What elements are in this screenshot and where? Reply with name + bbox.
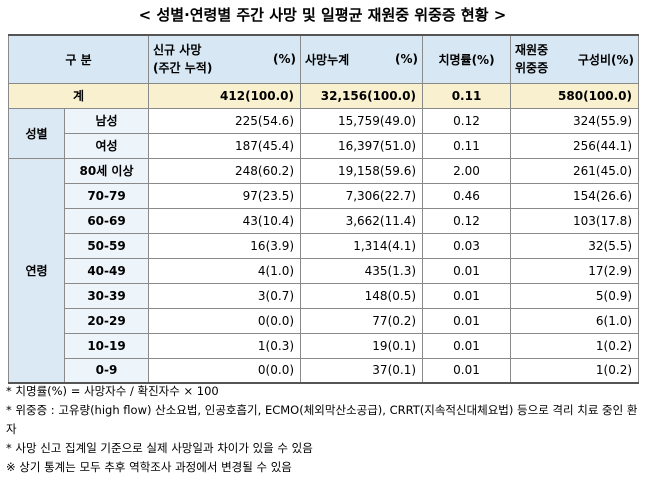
fatality-cell: 0.46 [422,182,512,209]
footnote: * 위중증 : 고유량(high flow) 산소요법, 인공호흡기, ECMO… [6,403,638,436]
table-row: 70-79 97(23.5) 7,306(22.7) 0.46 154(26.6) [9,182,640,209]
fatality-cell: 0.01 [422,257,512,284]
header-new-deaths-pct: (%) [273,52,297,67]
cum-deaths-cell: 16,397(51.0) [300,132,424,159]
row-label: 10-19 [63,332,150,359]
total-fatality: 0.11 [422,82,512,109]
row-label: 남성 [63,107,150,134]
row-label: 20-29 [63,307,150,334]
header-cum-deaths: 사망누계 (%) [300,34,424,84]
new-deaths-cell: 1(0.3) [148,332,302,359]
table-row: 10-19 1(0.3) 19(0.1) 0.01 1(0.2) [9,332,640,359]
fatality-cell: 0.12 [422,207,512,234]
severe-cell: 32(5.5) [510,232,640,259]
cum-deaths-cell: 19,158(59.6) [300,157,424,184]
table-row: 0-9 0(0.0) 37(0.1) 0.01 1(0.2) [9,357,640,384]
cum-deaths-cell: 77(0.2) [300,307,424,334]
severe-cell: 256(44.1) [510,132,640,159]
row-label: 30-39 [63,282,150,309]
cum-deaths-cell: 37(0.1) [300,357,424,384]
header-row: 구 분 신규 사망 (주간 누적) (%) 사망누계 (%) 치명률(%) [7,34,640,84]
new-deaths-cell: 187(45.4) [148,132,302,159]
table-row: 20-29 0(0.0) 77(0.2) 0.01 6(1.0) [9,307,640,334]
table-row: 30-39 3(0.7) 148(0.5) 0.01 5(0.9) [9,282,640,309]
severe-cell: 1(0.2) [510,357,640,384]
new-deaths-cell: 3(0.7) [148,282,302,309]
total-cum-deaths: 32,156(100.0) [300,82,424,109]
cum-deaths-cell: 148(0.5) [300,282,424,309]
new-deaths-cell: 0(0.0) [148,307,302,334]
footnote: ※ 상기 통계는 모두 추후 역학조사 과정에서 변경될 수 있음 [6,460,292,474]
new-deaths-cell: 0(0.0) [148,357,302,384]
severe-cell: 261(45.0) [510,157,640,184]
header-new-deaths-line2: (주간 누적) [153,61,213,76]
table-row: 여성 187(45.4) 16,397(51.0) 0.11 256(44.1) [9,132,640,159]
severe-cell: 17(2.9) [510,257,640,284]
header-new-deaths-line1: 신규 사망 [153,43,202,58]
row-label: 여성 [63,132,150,159]
row-label: 70-79 [63,182,150,209]
severe-cell: 154(26.6) [510,182,640,209]
fatality-cell: 0.01 [422,357,512,384]
new-deaths-cell: 4(1.0) [148,257,302,284]
age-group-label: 연령 [8,157,65,384]
table-title: < 성별·연령별 주간 사망 및 일평균 재원중 위중증 현황 > [138,6,507,24]
cum-deaths-cell: 3,662(11.4) [300,207,424,234]
total-new-deaths: 412(100.0) [148,82,302,109]
row-label: 50-59 [63,232,150,259]
header-cum-deaths-pct: (%) [395,52,419,67]
table-row: 50-59 16(3.9) 1,314(4.1) 0.03 32(5.5) [9,232,640,259]
footnotes: * 치명률(%) = 사망자수 / 확진자수 × 100 * 위중증 : 고유량… [6,382,638,477]
header-severe: 재원중 위중증 구성비(%) [510,34,640,84]
total-row: 계 412(100.0) 32,156(100.0) 0.11 580(100.… [7,82,640,109]
footnote: * 사망 신고 집계일 기준으로 실제 사망일과 차이가 있을 수 있음 [6,441,313,455]
header-cum-deaths-label: 사망누계 [305,52,350,67]
cum-deaths-cell: 1,314(4.1) [300,232,424,259]
total-label: 계 [7,82,150,109]
table-row: 성별 남성 225(54.6) 15,759(49.0) 0.12 324(55.9) [8,107,640,159]
table-row: 60-69 43(10.4) 3,662(11.4) 0.12 103(17.8) [9,207,640,234]
cum-deaths-cell: 7,306(22.7) [300,182,424,209]
header-severe-pct: 구성비(%) [577,52,635,67]
table-row: 연령 80세 이상 248(60.2) 19,158(59.6) 2.00 261(45.… [8,157,640,384]
row-label: 60-69 [63,207,150,234]
row-label: 40-49 [63,257,150,284]
fatality-cell: 0.01 [422,332,512,359]
row-label: 80세 이상 [63,157,150,184]
row-label: 0-9 [63,357,150,384]
fatality-cell: 0.11 [422,132,512,159]
header-severe-line2: 위중증 [515,61,549,76]
fatality-cell: 0.01 [422,282,512,309]
cum-deaths-cell: 435(1.3) [300,257,424,284]
fatality-cell: 0.01 [422,307,512,334]
fatality-cell: 0.12 [422,107,512,134]
stats-table: 구 분 신규 사망 (주간 누적) (%) 사망누계 (%) 치명률(%) [7,34,640,384]
new-deaths-cell: 16(3.9) [148,232,302,259]
table-row: 40-49 4(1.0) 435(1.3) 0.01 17(2.9) [9,257,640,284]
severe-cell: 6(1.0) [510,307,640,334]
fatality-cell: 0.03 [422,232,512,259]
new-deaths-cell: 225(54.6) [148,107,302,134]
fatality-cell: 2.00 [422,157,512,184]
severe-cell: 324(55.9) [510,107,640,134]
total-severe: 580(100.0) [510,82,640,109]
severe-cell: 1(0.2) [510,332,640,359]
new-deaths-cell: 97(23.5) [148,182,302,209]
header-new-deaths: 신규 사망 (주간 누적) (%) [148,34,302,84]
new-deaths-cell: 248(60.2) [148,157,302,184]
header-fatality: 치명률(%) [422,34,512,84]
cum-deaths-cell: 15,759(49.0) [300,107,424,134]
new-deaths-cell: 43(10.4) [148,207,302,234]
severe-cell: 103(17.8) [510,207,640,234]
sex-group-label: 성별 [8,107,65,159]
footnote: * 치명률(%) = 사망자수 / 확진자수 × 100 [6,384,219,398]
header-severe-line1: 재원중 [515,43,549,58]
cum-deaths-cell: 19(0.1) [300,332,424,359]
header-gubun: 구 분 [7,34,150,84]
severe-cell: 5(0.9) [510,282,640,309]
